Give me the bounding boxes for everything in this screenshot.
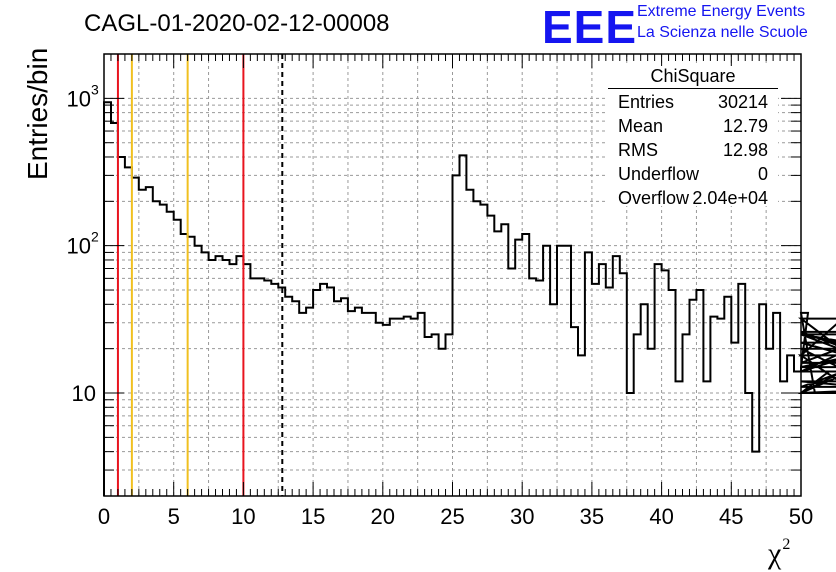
y-tick-exponent: 2 — [91, 229, 99, 245]
x-tick-label: 30 — [510, 504, 534, 529]
y-tick-label: 10 — [67, 86, 91, 111]
stats-title: ChiSquare — [608, 66, 778, 89]
x-axis-label-exponent: 2 — [782, 536, 791, 553]
x-tick-label: 15 — [301, 504, 325, 529]
stats-row-underflow: Underflow 0 — [618, 164, 778, 188]
x-axis-label-symbol: χ — [768, 537, 782, 570]
y-tick-label: 10 — [67, 234, 91, 259]
x-tick-label: 20 — [371, 504, 395, 529]
logo-subtitle-2: La Scienza nelle Scuole — [637, 24, 808, 41]
x-axis-label: χ2 — [768, 536, 790, 571]
axis-ticks — [103, 53, 802, 497]
stats-value: 0 — [757, 164, 768, 184]
cut-lines — [116, 54, 284, 496]
stats-value: 12.79 — [722, 116, 768, 136]
y-tick-label: 10 — [72, 381, 96, 406]
stats-key: Entries — [618, 92, 675, 112]
x-tick-label: 5 — [168, 504, 180, 529]
stats-key: Mean — [618, 116, 664, 136]
x-tick-label: 0 — [98, 504, 110, 529]
histogram-series — [103, 101, 836, 496]
logo-subtitle-1: Extreme Energy Events — [637, 3, 806, 20]
stats-value: 12.98 — [722, 140, 768, 160]
histogram-outline — [103, 101, 836, 496]
y-tick-exponent: 3 — [91, 81, 99, 97]
x-tick-label: 25 — [440, 504, 464, 529]
x-tick-label: 50 — [789, 504, 813, 529]
x-tick-label: 45 — [719, 504, 743, 529]
stats-box: ChiSquare Entries 30214 Mean 12.79 RMS 1… — [608, 66, 778, 208]
stats-row-entries: Entries 30214 — [618, 92, 778, 116]
x-tick-label: 35 — [580, 504, 604, 529]
stats-value: 30214 — [717, 92, 768, 112]
stats-row-overflow: Overflow 2.04e+04 — [618, 188, 778, 212]
stats-key: Overflow — [618, 188, 690, 208]
eee-logo: EEE — [542, 1, 638, 53]
stats-row-rms: RMS 12.98 — [618, 140, 778, 164]
stats-row-mean: Mean 12.79 — [618, 116, 778, 140]
x-tick-label: 10 — [231, 504, 255, 529]
stats-key: Underflow — [618, 164, 700, 184]
chart-title: CAGL-01-2020-02-12-00008 — [84, 10, 390, 37]
stats-key: RMS — [618, 140, 658, 160]
stats-value: 2.04e+04 — [692, 188, 768, 208]
y-axis-label: Entries/bin — [22, 47, 53, 180]
x-tick-label: 40 — [649, 504, 673, 529]
